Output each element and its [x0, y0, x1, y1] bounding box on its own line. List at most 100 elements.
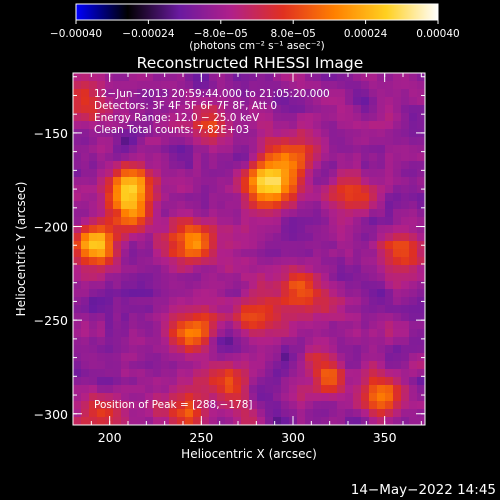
heatmap-cell — [105, 369, 114, 378]
heatmap-cell — [409, 353, 418, 362]
heatmap-cell — [193, 289, 202, 298]
heatmap-cell — [369, 177, 378, 186]
heatmap-cell — [305, 217, 314, 226]
heatmap-cell — [273, 217, 282, 226]
heatmap-cell — [241, 345, 250, 354]
heatmap-cell — [185, 321, 194, 330]
heatmap-cell — [185, 409, 194, 418]
heatmap-cell — [281, 137, 290, 146]
heatmap-cell — [225, 241, 234, 250]
heatmap-cell — [393, 305, 402, 314]
heatmap-cell — [281, 257, 290, 266]
heatmap-cell — [377, 265, 386, 274]
heatmap-cell — [249, 105, 258, 114]
heatmap-cell — [257, 361, 266, 370]
heatmap-cell — [121, 281, 130, 290]
heatmap-cell — [169, 169, 178, 178]
heatmap-cell — [313, 177, 322, 186]
heatmap-cell — [201, 257, 210, 266]
heatmap-cell — [97, 137, 106, 146]
heatmap-cell — [129, 137, 138, 146]
heatmap-cell — [249, 241, 258, 250]
heatmap-cell — [137, 169, 146, 178]
heatmap-cell — [193, 201, 202, 210]
heatmap-cell — [233, 273, 242, 282]
heatmap-cell — [185, 273, 194, 282]
heatmap-cell — [385, 217, 394, 226]
heatmap-cell — [329, 209, 338, 218]
heatmap-cell — [313, 281, 322, 290]
heatmap-cell — [241, 329, 250, 338]
heatmap-cell — [321, 193, 330, 202]
heatmap-cell — [297, 129, 306, 138]
heatmap-cell — [345, 321, 354, 330]
heatmap-cell — [273, 81, 282, 90]
heatmap-cell — [249, 305, 258, 314]
heatmap-cell — [337, 369, 346, 378]
heatmap-cell — [321, 353, 330, 362]
heatmap-cell — [401, 313, 410, 322]
heatmap-cell — [241, 337, 250, 346]
heatmap-cell — [337, 81, 346, 90]
heatmap-cell — [105, 225, 114, 234]
heatmap-cell — [233, 289, 242, 298]
heatmap-cell — [313, 217, 322, 226]
heatmap-cell — [337, 305, 346, 314]
heatmap-cell — [377, 225, 386, 234]
heatmap-cell — [393, 273, 402, 282]
heatmap-cell — [217, 201, 226, 210]
heatmap-cell — [385, 89, 394, 98]
heatmap-cell — [145, 185, 154, 194]
heatmap-cell — [89, 265, 98, 274]
heatmap-cell — [345, 281, 354, 290]
heatmap-cell — [161, 161, 170, 170]
heatmap-cell — [393, 385, 402, 394]
heatmap-cell — [137, 193, 146, 202]
heatmap-cell — [305, 209, 314, 218]
heatmap-cell — [265, 313, 274, 322]
heatmap-cell — [89, 345, 98, 354]
heatmap-cell — [329, 241, 338, 250]
heatmap-cell — [81, 185, 90, 194]
heatmap-cell — [89, 145, 98, 154]
heatmap-cell — [113, 385, 122, 394]
heatmap-cell — [417, 153, 425, 162]
heatmap-cell — [233, 137, 242, 146]
x-axis: 200 250 300 350 — [90, 73, 422, 445]
heatmap-cell — [257, 369, 266, 378]
heatmap-cell — [361, 121, 370, 130]
heatmap-cell — [153, 137, 162, 146]
heatmap-cell — [369, 337, 378, 346]
heatmap-cell — [337, 145, 346, 154]
y-tick-label: −150 — [34, 126, 68, 141]
heatmap-cell — [297, 401, 306, 410]
heatmap-cell — [345, 113, 354, 122]
heatmap-cell — [129, 145, 138, 154]
heatmap-cell — [113, 193, 122, 202]
heatmap-cell — [129, 81, 138, 90]
heatmap-cell — [289, 377, 298, 386]
heatmap-cell — [97, 225, 106, 234]
heatmap-cell — [97, 161, 106, 170]
heatmap-cell — [97, 233, 106, 242]
heatmap-cell — [361, 169, 370, 178]
heatmap-cell — [321, 281, 330, 290]
heatmap-cell — [257, 81, 266, 90]
heatmap-cell — [137, 81, 146, 90]
heatmap-cell — [265, 241, 274, 250]
heatmap-cell — [241, 409, 250, 418]
heatmap-cell — [257, 289, 266, 298]
heatmap-cell — [321, 201, 330, 210]
heatmap-cell — [81, 129, 90, 138]
heatmap-cell — [417, 97, 425, 106]
heatmap-cell — [305, 193, 314, 202]
heatmap-cell — [281, 281, 290, 290]
heatmap-cell — [145, 105, 154, 114]
heatmap-cell — [345, 89, 354, 98]
heatmap-cell — [377, 281, 386, 290]
heatmap-cell — [201, 297, 210, 306]
heatmap-cell — [329, 273, 338, 282]
heatmap-cell — [161, 297, 170, 306]
heatmap-cell — [297, 145, 306, 154]
heatmap-cell — [305, 329, 314, 338]
